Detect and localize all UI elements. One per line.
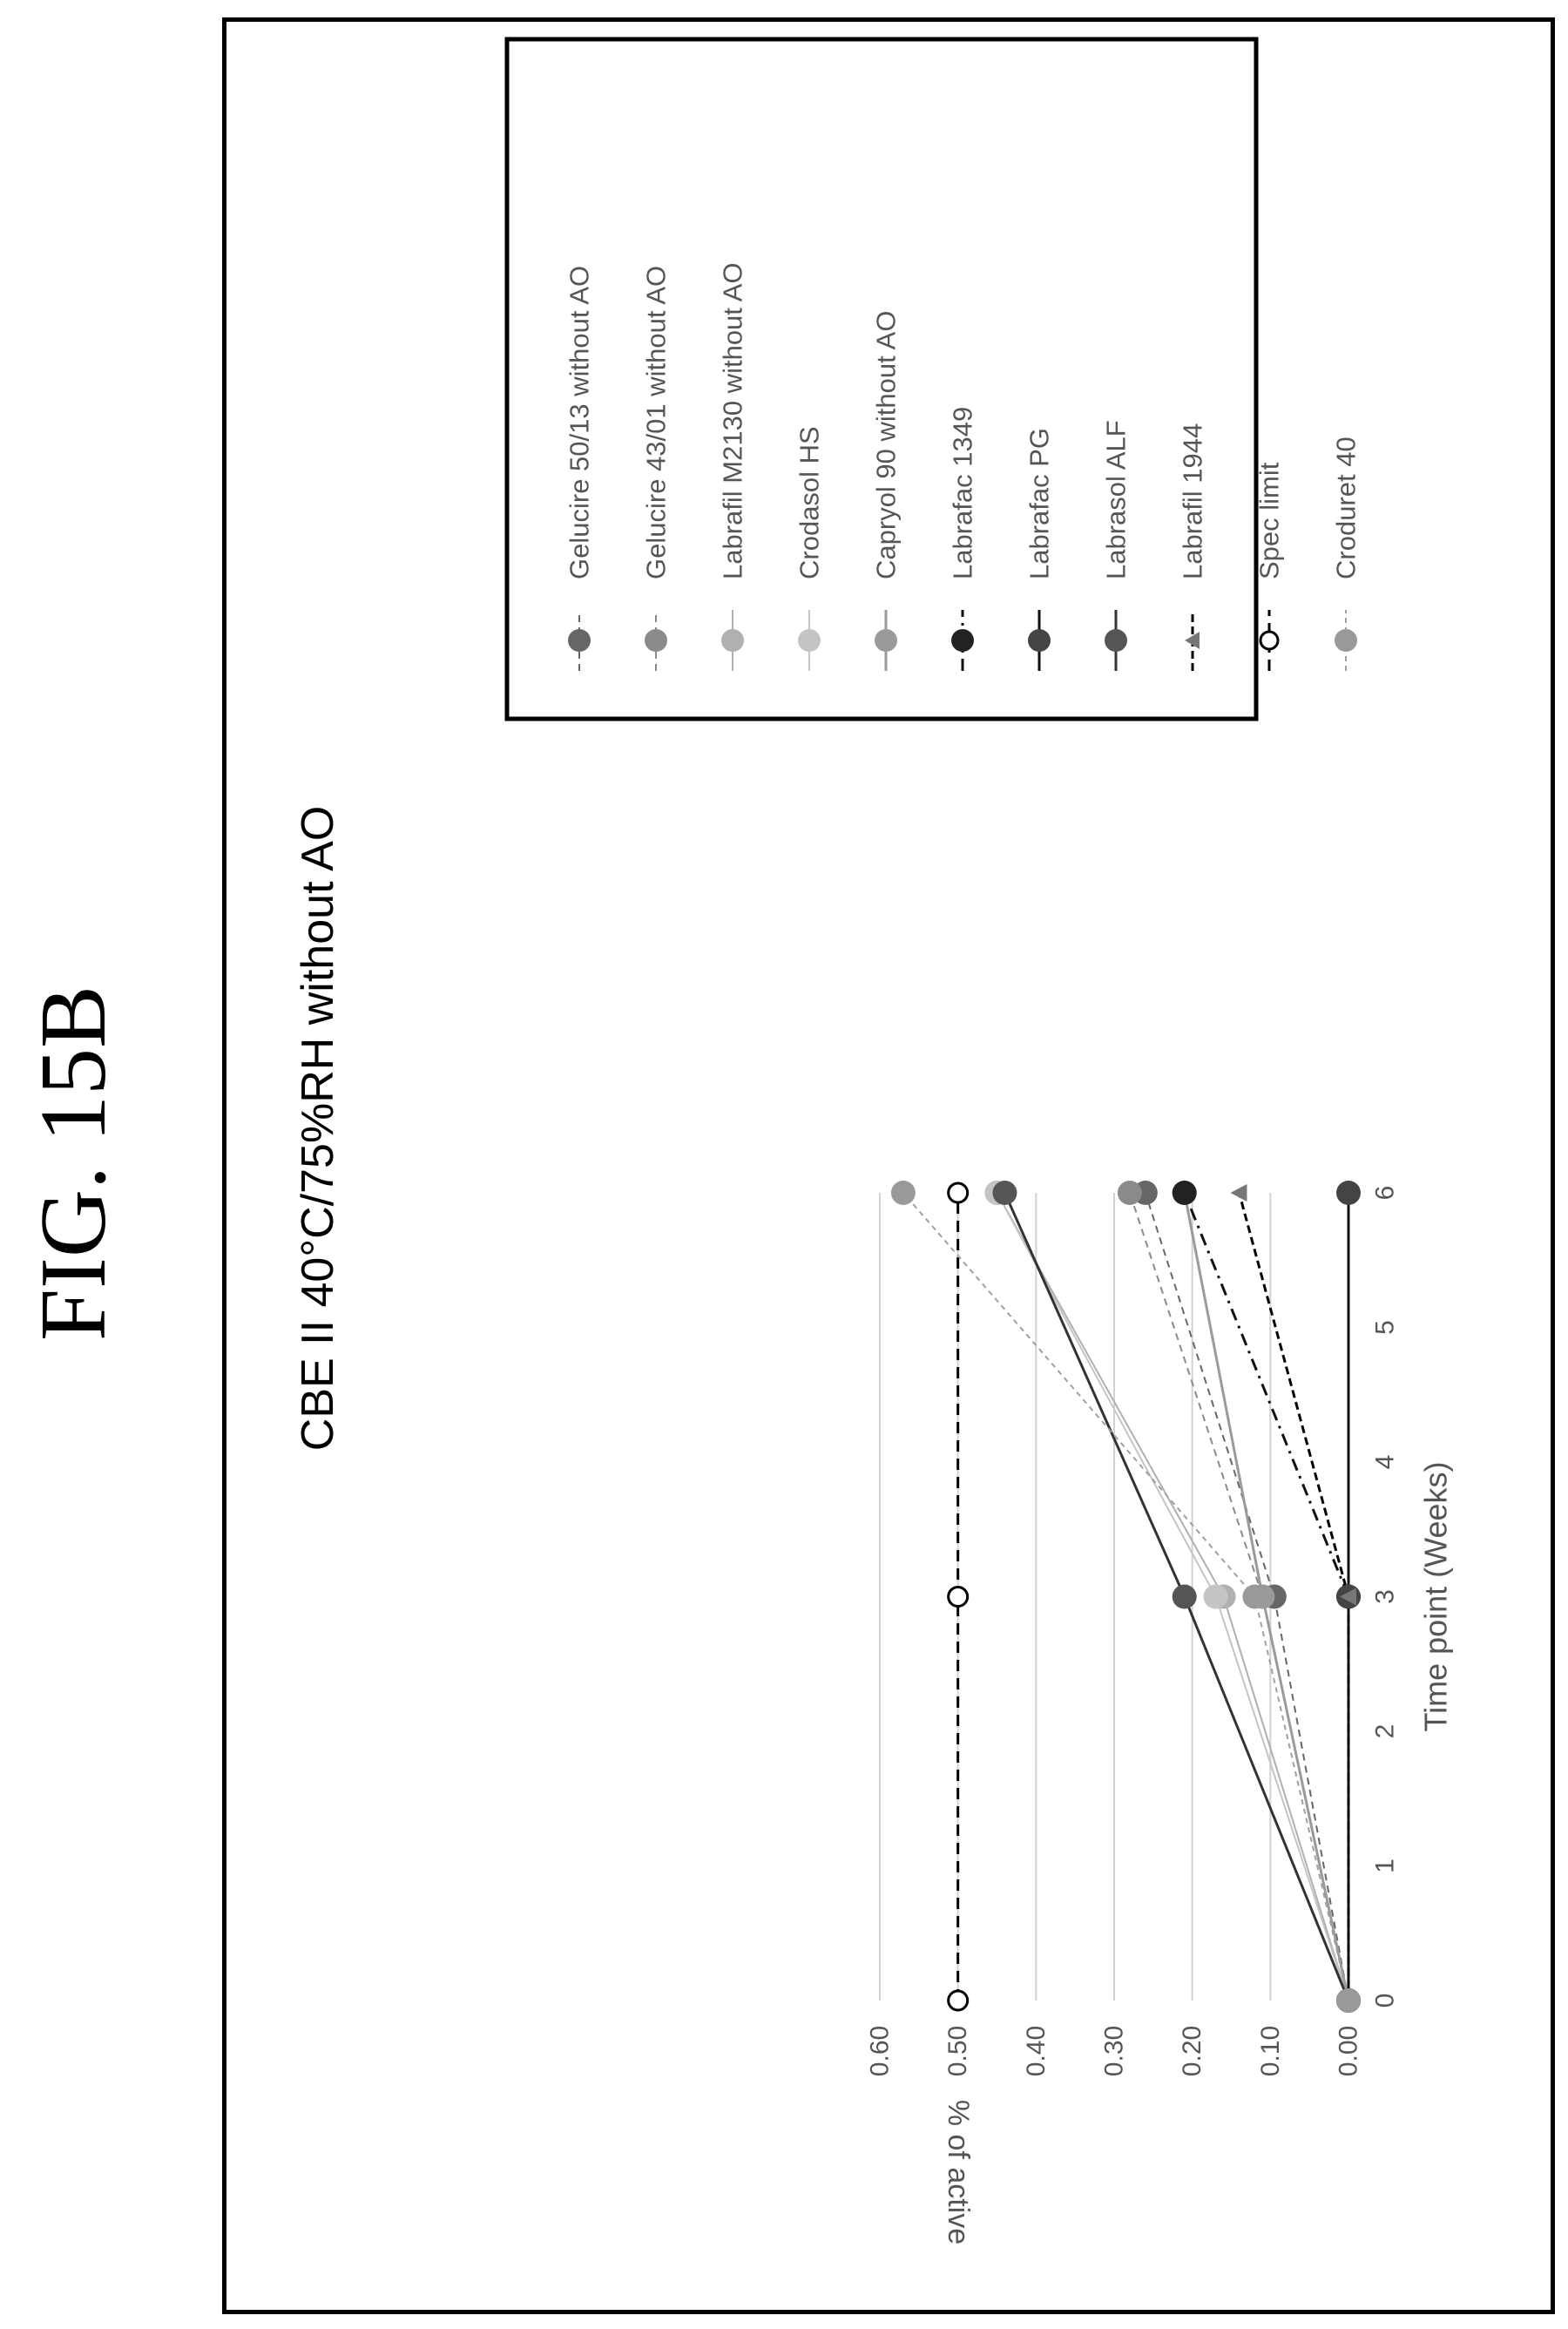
legend-marker: [798, 629, 821, 652]
tick-labels: 0.00 0.10 0.20 0.30 0.40 0.50 0.60 0 1 2 3 4 5 6: [866, 1186, 1400, 2077]
legend-label: Crodasol HS: [794, 426, 825, 579]
data-point: [1172, 1584, 1197, 1609]
series-line-5: [1183, 1192, 1350, 2001]
legend-marker: [721, 629, 744, 652]
legend-label: Spec limit: [1254, 462, 1285, 579]
figure-label-text: FIG. 15B: [22, 985, 125, 1342]
x-tick-label: 0: [1371, 1994, 1400, 2008]
legend-label: Labrafac PG: [1024, 428, 1055, 579]
y-tick-label: 0.50: [943, 2026, 972, 2076]
chart-frame: 0.00 0.10 0.20 0.30 0.40 0.50 0.60 0 1 2 3 4 5 6 Time…: [222, 17, 1555, 2314]
y-tick-label: 0.40: [1022, 2026, 1051, 2076]
legend-label: Gelucire 43/01 without AO: [641, 266, 672, 579]
x-tick-label: 3: [1371, 1589, 1400, 1604]
data-point: [992, 1181, 1017, 1205]
data-point: [1340, 1588, 1356, 1606]
figure-label: FIG. 15B: [0, 48, 148, 2278]
legend-label: Labrafac 1349: [948, 407, 978, 579]
y-tick-label: 0.10: [1256, 2026, 1285, 2076]
data-point: [1172, 1181, 1197, 1205]
legend-marker: [951, 629, 974, 652]
legend-marker: [1335, 629, 1357, 652]
y-tick-label: 0.20: [1178, 2026, 1206, 2076]
data-point: [947, 1181, 970, 1204]
legend-marker: [1105, 629, 1127, 652]
legend-box: [504, 37, 1259, 721]
y-tick-label: 0.30: [1100, 2026, 1129, 2076]
legend-marker: [875, 629, 897, 652]
data-point: [1230, 1184, 1247, 1202]
data-point: [947, 1586, 970, 1608]
legend-marker: [568, 629, 591, 652]
data-point: [1336, 1988, 1361, 2013]
data-point: [1242, 1584, 1267, 1609]
series-line-0: [1144, 1192, 1349, 2001]
legend-label: Gelucire 50/13 without AO: [564, 266, 595, 579]
x-tick-label: 1: [1371, 1858, 1400, 1873]
legend-marker: [1028, 629, 1051, 652]
legend: Gelucire 50/13 without AO Gelucire 43/01 …: [504, 37, 1362, 721]
legend-marker: [1185, 632, 1200, 649]
data-point: [947, 1989, 970, 2012]
series-markers: [890, 1181, 1361, 2013]
y-tick-label: 0.00: [1335, 2026, 1363, 2076]
legend-label: Labrafil 1944: [1178, 423, 1208, 579]
legend-label: Labrafil M2130 without AO: [718, 262, 748, 579]
data-point: [1117, 1181, 1142, 1205]
series-line-1: [1128, 1192, 1349, 2001]
data-point: [1203, 1584, 1228, 1609]
x-tick-label: 4: [1371, 1455, 1400, 1470]
x-tick-label: 6: [1371, 1186, 1400, 1201]
legend-label: Labrasol ALF: [1101, 420, 1132, 579]
x-tick-label: 2: [1371, 1724, 1400, 1739]
x-axis-label: Time point (Weeks): [1418, 1461, 1454, 1731]
legend-label: Capryol 90 without AO: [871, 311, 902, 579]
y-tick-label: 0.60: [866, 2026, 895, 2076]
x-tick-label: 5: [1371, 1320, 1400, 1335]
data-point: [890, 1181, 916, 1205]
line-chart: 0.00 0.10 0.20 0.30 0.40 0.50 0.60 0 1 2 3 4 5 6 Time…: [293, 37, 1454, 2244]
chart-labels: Time point (Weeks) % of active CBE II 40°C…: [293, 806, 1454, 2244]
legend-marker: [645, 629, 667, 652]
data-point: [1336, 1181, 1361, 1205]
y-axis-label: % of active: [942, 2100, 975, 2244]
chart-title: CBE II 40°C/75%RH without AO: [293, 806, 343, 1451]
legend-marker: [1259, 630, 1280, 651]
legend-label: Croduret 40: [1331, 437, 1362, 579]
